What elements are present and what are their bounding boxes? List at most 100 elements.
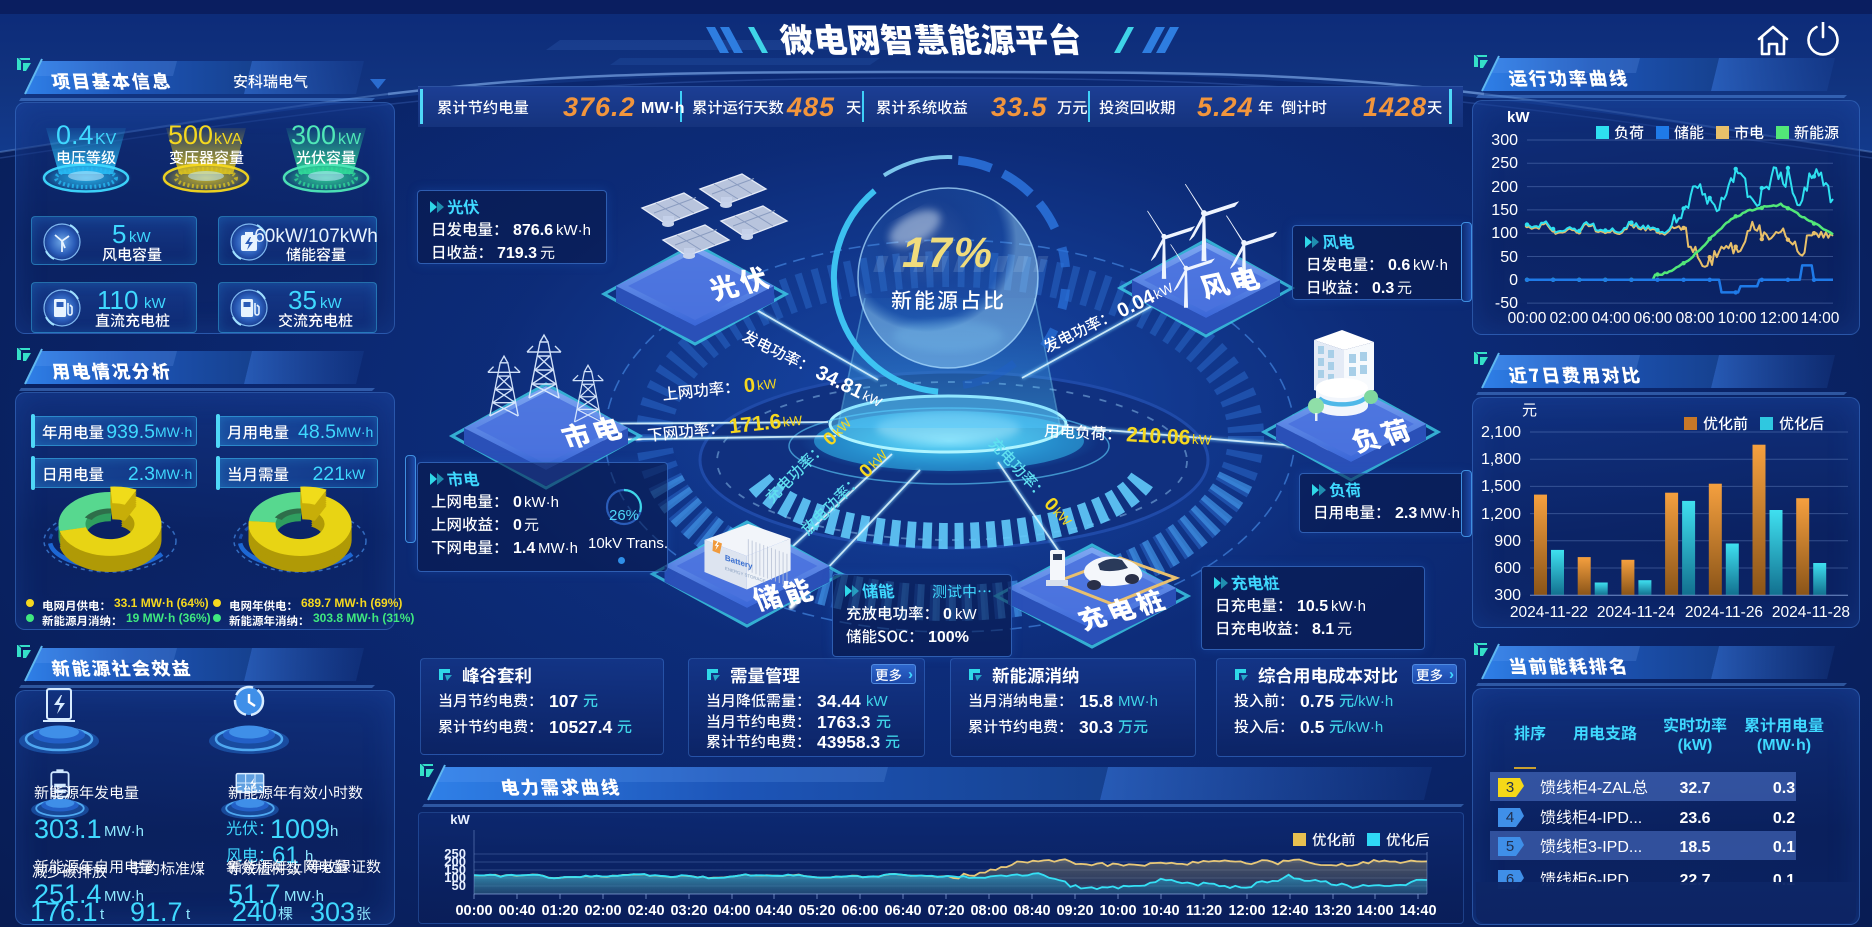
svg-text:150: 150 bbox=[444, 862, 466, 877]
svg-text:08:40: 08:40 bbox=[1013, 903, 1050, 919]
svg-text:kW: kW bbox=[756, 376, 777, 393]
svg-text:00:00: 00:00 bbox=[455, 903, 492, 919]
svg-text:4-IPD...: 4-IPD... bbox=[1588, 810, 1642, 827]
svg-text:10:00: 10:00 bbox=[1718, 310, 1757, 327]
svg-text:kW: kW bbox=[1507, 109, 1530, 126]
svg-text:30.3: 30.3 bbox=[1079, 717, 1113, 737]
svg-text:300: 300 bbox=[1491, 132, 1518, 149]
svg-text:100: 100 bbox=[444, 870, 466, 885]
svg-text:MW·h: MW·h bbox=[641, 100, 685, 117]
svg-text:kW: kW bbox=[338, 131, 362, 148]
svg-text:1,500: 1,500 bbox=[1481, 478, 1521, 495]
svg-text:0.4: 0.4 bbox=[56, 120, 94, 150]
svg-text:200: 200 bbox=[444, 854, 466, 869]
svg-text:t: t bbox=[100, 906, 105, 923]
svg-text:0.3: 0.3 bbox=[1372, 280, 1394, 297]
svg-text:50: 50 bbox=[452, 878, 466, 893]
svg-text:MW·h: MW·h bbox=[155, 466, 192, 482]
svg-text:8.1: 8.1 bbox=[1312, 621, 1334, 638]
svg-text:171.6: 171.6 bbox=[728, 410, 783, 438]
svg-text:689.7 MW·h (69%): 689.7 MW·h (69%) bbox=[301, 596, 402, 610]
svg-text:600: 600 bbox=[1494, 560, 1521, 577]
svg-text:19 MW·h (36%): 19 MW·h (36%) bbox=[126, 611, 211, 625]
svg-text:kW: kW bbox=[345, 466, 366, 482]
svg-text:5: 5 bbox=[1506, 838, 1514, 855]
svg-text:kW: kW bbox=[955, 606, 978, 623]
svg-text:(kW): (kW) bbox=[1678, 737, 1713, 754]
svg-text:34.44: 34.44 bbox=[817, 691, 861, 711]
svg-text:91.7: 91.7 bbox=[130, 897, 183, 927]
svg-text:02:40: 02:40 bbox=[627, 903, 664, 919]
svg-text:1428: 1428 bbox=[1363, 92, 1427, 122]
svg-text:12:40: 12:40 bbox=[1271, 903, 1308, 919]
svg-text:13:20: 13:20 bbox=[1314, 903, 1351, 919]
svg-text:kW: kW bbox=[782, 413, 803, 430]
svg-text:303.1: 303.1 bbox=[34, 814, 102, 844]
svg-text:100%: 100% bbox=[928, 629, 969, 646]
svg-text:10:40: 10:40 bbox=[1142, 903, 1179, 919]
svg-text:kW: kW bbox=[1192, 432, 1213, 448]
svg-text:900: 900 bbox=[1494, 533, 1521, 550]
svg-text:48.5: 48.5 bbox=[298, 421, 336, 443]
svg-text:10kV Trans.: 10kV Trans. bbox=[588, 535, 668, 552]
svg-text:250: 250 bbox=[444, 846, 466, 861]
svg-text:250: 250 bbox=[1491, 155, 1518, 172]
svg-text:元: 元 bbox=[1522, 402, 1537, 419]
svg-text:0: 0 bbox=[743, 374, 756, 397]
svg-text:12:00: 12:00 bbox=[1760, 310, 1799, 327]
svg-text:221: 221 bbox=[312, 463, 345, 485]
svg-text:0.6: 0.6 bbox=[1388, 257, 1410, 274]
svg-text:33.5: 33.5 bbox=[991, 92, 1048, 122]
svg-text:14:00: 14:00 bbox=[1801, 310, 1840, 327]
svg-text:05:20: 05:20 bbox=[798, 903, 835, 919]
svg-text:04:00: 04:00 bbox=[1592, 310, 1631, 327]
svg-text:01:20: 01:20 bbox=[541, 903, 578, 919]
svg-text:10527.4: 10527.4 bbox=[549, 717, 613, 737]
svg-text:303: 303 bbox=[310, 897, 355, 927]
svg-text:300: 300 bbox=[291, 120, 336, 150]
svg-text:MW·h: MW·h bbox=[1420, 505, 1460, 522]
svg-text:MW·h: MW·h bbox=[336, 424, 373, 440]
svg-text:›: › bbox=[908, 666, 913, 683]
svg-text:51.7: 51.7 bbox=[228, 879, 281, 909]
svg-text:33.1 MW·h (64%): 33.1 MW·h (64%) bbox=[114, 596, 209, 610]
svg-text:h: h bbox=[330, 823, 338, 840]
svg-text:kW: kW bbox=[320, 295, 343, 312]
svg-text:04:00: 04:00 bbox=[713, 903, 750, 919]
svg-text:0: 0 bbox=[513, 517, 522, 534]
svg-text:kW: kW bbox=[129, 229, 152, 246]
svg-text:(MW·h): (MW·h) bbox=[1757, 737, 1811, 754]
svg-text:376.2: 376.2 bbox=[563, 92, 636, 122]
svg-text:719.3: 719.3 bbox=[497, 245, 537, 262]
svg-text:t: t bbox=[186, 906, 191, 923]
svg-text:kW·h: kW·h bbox=[1331, 598, 1366, 615]
svg-text:0: 0 bbox=[1509, 272, 1518, 289]
svg-text:MW·h: MW·h bbox=[1118, 693, 1158, 710]
svg-text:1,200: 1,200 bbox=[1481, 506, 1521, 523]
svg-text:kW·h: kW·h bbox=[556, 222, 591, 239]
svg-text:11:20: 11:20 bbox=[1186, 903, 1222, 919]
svg-text:0.3: 0.3 bbox=[1773, 780, 1795, 797]
svg-text:4-ZAL: 4-ZAL bbox=[1588, 780, 1632, 797]
svg-text:2024-11-28: 2024-11-28 bbox=[1772, 604, 1850, 621]
svg-text:0: 0 bbox=[943, 606, 952, 623]
svg-text:303.8 MW·h (31%): 303.8 MW·h (31%) bbox=[313, 611, 414, 625]
svg-text:26%: 26% bbox=[609, 507, 639, 524]
svg-text:240: 240 bbox=[232, 897, 277, 927]
svg-text:kW·h: kW·h bbox=[1413, 257, 1448, 274]
svg-text:2,100: 2,100 bbox=[1481, 424, 1521, 441]
svg-text:100: 100 bbox=[1491, 225, 1518, 242]
svg-text:04:40: 04:40 bbox=[755, 903, 792, 919]
svg-text:1,800: 1,800 bbox=[1481, 451, 1521, 468]
svg-text:MW·h: MW·h bbox=[104, 823, 144, 840]
svg-text:h: h bbox=[305, 848, 313, 865]
svg-text:60kW/107kWh: 60kW/107kWh bbox=[254, 226, 378, 247]
svg-text:07:20: 07:20 bbox=[927, 903, 964, 919]
svg-text:3: 3 bbox=[1506, 779, 1514, 796]
svg-text:MW·h: MW·h bbox=[284, 888, 324, 905]
svg-text:43958.3: 43958.3 bbox=[817, 732, 881, 752]
svg-text:150: 150 bbox=[1491, 202, 1518, 219]
svg-text:02:00: 02:00 bbox=[584, 903, 621, 919]
svg-text:876.6: 876.6 bbox=[513, 222, 553, 239]
svg-text:15.8: 15.8 bbox=[1079, 691, 1113, 711]
